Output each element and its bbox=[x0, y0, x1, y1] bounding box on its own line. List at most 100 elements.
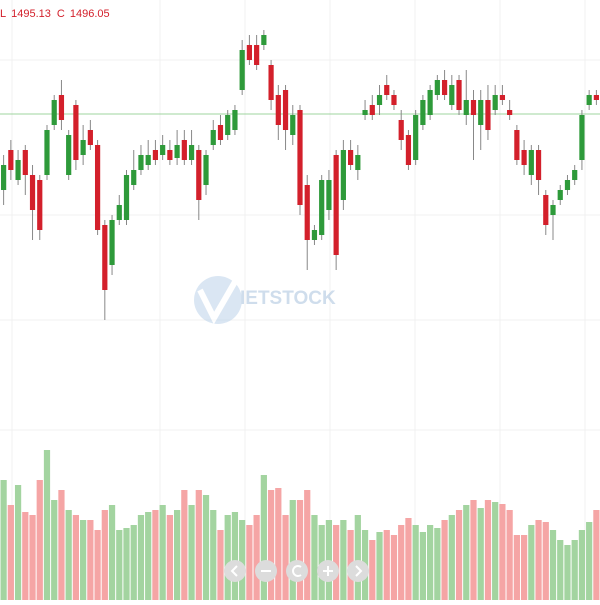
candle-body bbox=[246, 45, 252, 60]
volume-bar bbox=[542, 522, 549, 600]
volume-bar bbox=[586, 522, 593, 600]
candle-body bbox=[131, 170, 137, 185]
candle-body bbox=[391, 95, 397, 105]
reset-button[interactable] bbox=[286, 560, 308, 582]
volume-bar bbox=[210, 510, 217, 600]
candle-body bbox=[593, 95, 599, 100]
volume-bar bbox=[304, 490, 311, 600]
volume-bar bbox=[152, 510, 159, 600]
watermark-text: IETSTOCK bbox=[240, 288, 336, 309]
volume-bar bbox=[58, 490, 65, 600]
candle-body bbox=[333, 155, 339, 255]
candle-body bbox=[116, 205, 122, 220]
volume-bar bbox=[434, 528, 441, 600]
candle-body bbox=[485, 100, 491, 130]
zoom-out-button[interactable] bbox=[255, 560, 277, 582]
volume-bar bbox=[267, 490, 275, 600]
header-label: C bbox=[57, 8, 65, 20]
volume-bar bbox=[455, 510, 463, 600]
volume-bar bbox=[528, 525, 535, 600]
candle-body bbox=[434, 80, 440, 95]
volume-bar bbox=[80, 520, 87, 600]
candle-body bbox=[413, 115, 419, 160]
candle-body bbox=[109, 220, 115, 265]
volume-bar bbox=[492, 502, 499, 600]
candle-body bbox=[564, 180, 571, 190]
watermark-logo-mark bbox=[197, 278, 239, 325]
volume-bar bbox=[137, 515, 145, 600]
volume-bar bbox=[94, 530, 101, 600]
volume-bar bbox=[354, 515, 361, 600]
volume-bar bbox=[108, 505, 116, 600]
header-value: 1496.05 bbox=[70, 8, 110, 20]
volume-bar bbox=[130, 525, 137, 600]
candle-body bbox=[290, 115, 296, 135]
volume-bar bbox=[499, 504, 506, 600]
candle-body bbox=[557, 190, 563, 200]
volume-bar bbox=[253, 515, 260, 600]
volume-bar bbox=[0, 480, 7, 600]
candle-body bbox=[44, 130, 50, 175]
volume-bar bbox=[383, 530, 390, 600]
volume-bar bbox=[398, 525, 405, 600]
volume-bar bbox=[246, 525, 253, 600]
candle-body bbox=[275, 95, 281, 125]
scroll-right-button[interactable] bbox=[347, 560, 369, 582]
candle-body bbox=[37, 180, 43, 230]
candle-body bbox=[543, 195, 549, 225]
candle-body bbox=[304, 185, 310, 240]
candle-body bbox=[449, 85, 455, 105]
volume-bar bbox=[419, 532, 427, 600]
header: L 1495.13 C 1496.05 bbox=[0, 8, 110, 20]
candle-body bbox=[427, 90, 433, 115]
candle-body bbox=[145, 155, 151, 165]
candle-body bbox=[160, 145, 166, 155]
candle-body bbox=[528, 150, 534, 175]
candle-body bbox=[196, 150, 202, 200]
zoom-in-button[interactable] bbox=[317, 560, 339, 582]
candle-body bbox=[73, 105, 79, 160]
volume-bar bbox=[166, 515, 173, 600]
volume-bar bbox=[101, 510, 108, 600]
volume-bar bbox=[65, 510, 72, 600]
volume-bar bbox=[202, 495, 210, 600]
volume-bar bbox=[231, 512, 239, 600]
volume-bar bbox=[275, 488, 282, 600]
volume-bar bbox=[260, 475, 267, 600]
candle-body bbox=[188, 145, 195, 160]
volume-bar bbox=[116, 530, 123, 600]
candle-body bbox=[456, 80, 462, 110]
candle-body bbox=[217, 125, 224, 140]
candle-body bbox=[420, 100, 426, 125]
volume-bar bbox=[224, 515, 231, 600]
candle-body bbox=[268, 65, 274, 100]
candle-body bbox=[8, 150, 14, 170]
candle-body bbox=[384, 85, 390, 95]
candle-body bbox=[66, 135, 72, 175]
candle-body bbox=[507, 110, 513, 115]
candle-body bbox=[15, 160, 21, 180]
scroll-left-button[interactable] bbox=[224, 560, 246, 582]
volume-bar bbox=[557, 540, 564, 600]
candle-body bbox=[492, 95, 498, 110]
candle-body bbox=[376, 95, 383, 105]
volume-bar bbox=[549, 530, 557, 600]
candle-body bbox=[499, 95, 506, 100]
volume-bar bbox=[441, 520, 448, 600]
volume-bar bbox=[369, 540, 376, 600]
candle-body bbox=[572, 170, 578, 180]
volume-bar bbox=[427, 525, 434, 600]
candle-body bbox=[152, 150, 159, 160]
volume-bar bbox=[593, 510, 600, 600]
zoom-controls bbox=[224, 560, 369, 582]
volume-bar bbox=[239, 520, 246, 600]
volume-bar bbox=[578, 530, 586, 600]
volume-bar bbox=[7, 505, 14, 600]
candle-body bbox=[326, 180, 332, 210]
volume-bar bbox=[325, 520, 333, 600]
header-value: 1495.13 bbox=[11, 8, 51, 20]
volume-bar bbox=[188, 505, 195, 600]
candle-body bbox=[29, 175, 36, 210]
volume-bar bbox=[72, 515, 80, 600]
